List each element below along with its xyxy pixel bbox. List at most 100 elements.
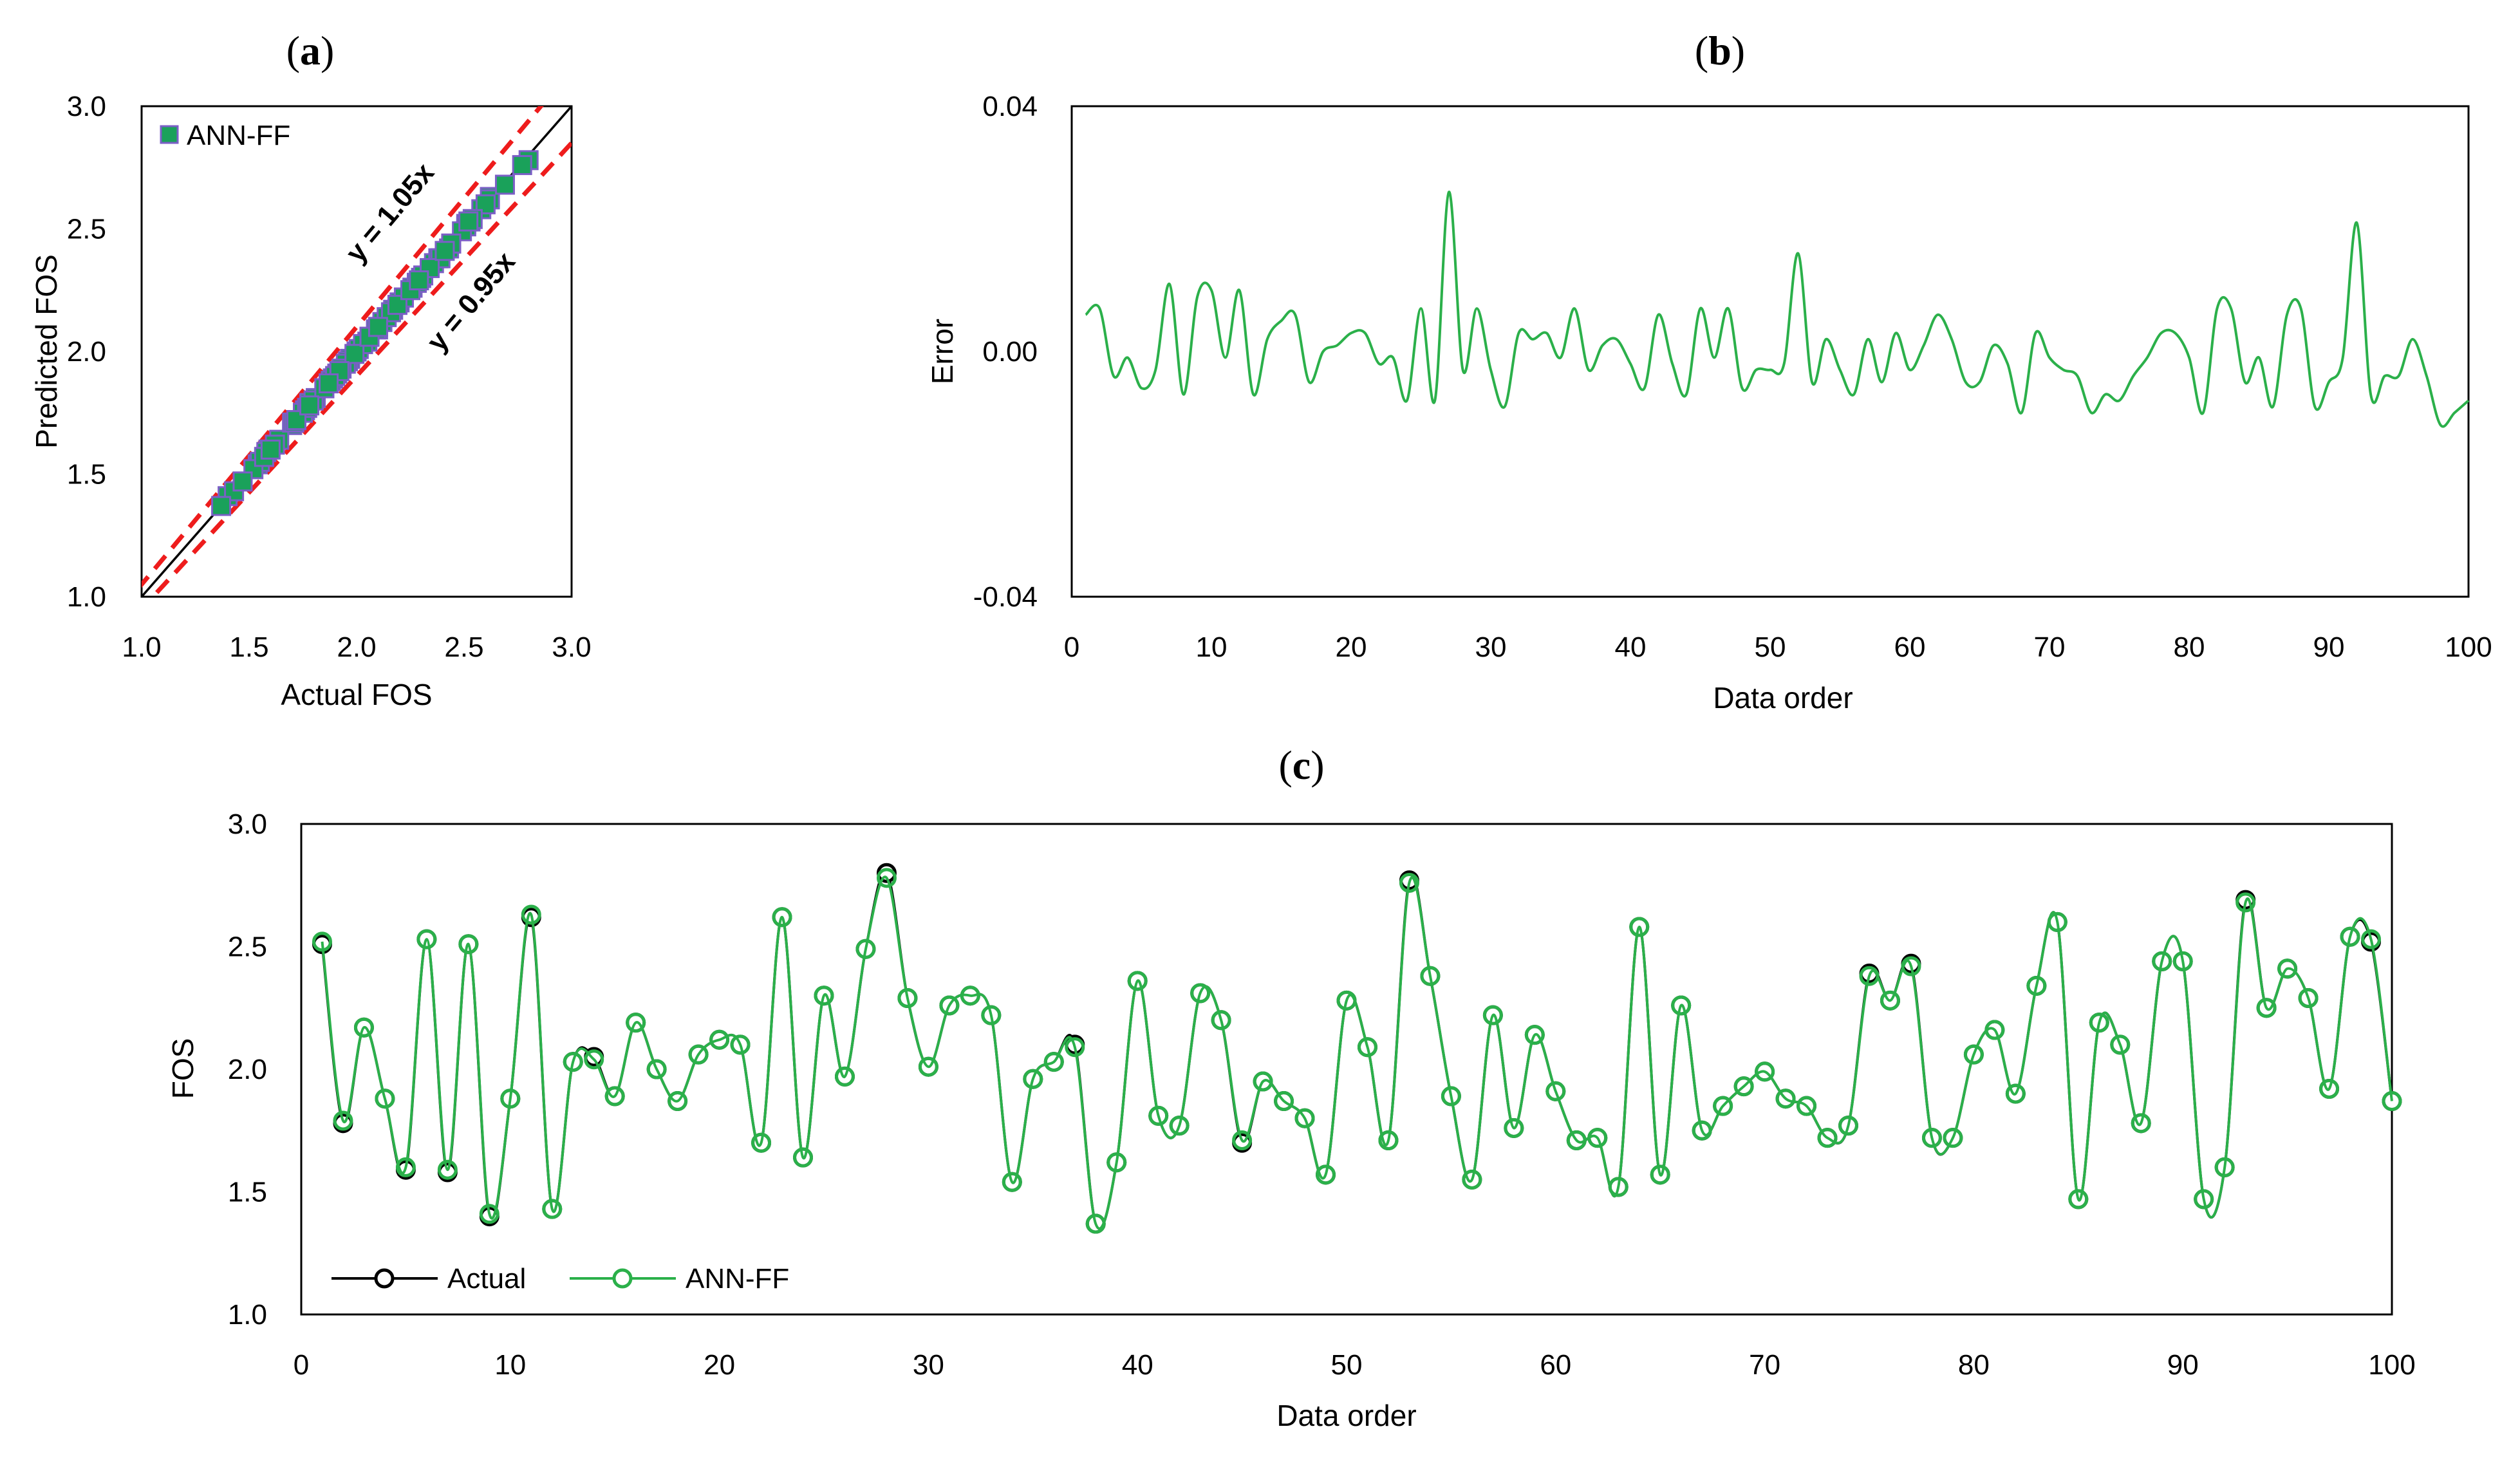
legend-ann-marker <box>612 1268 633 1289</box>
panel-c-x-tick-label: 100 <box>2368 1349 2415 1381</box>
scatter-point <box>344 344 365 364</box>
panel-b-x-tick-label: 30 <box>1475 631 1507 663</box>
panel-c-y-label: FOS <box>166 1038 200 1099</box>
ann-point <box>1629 917 1650 937</box>
ann-point <box>479 1204 499 1224</box>
panel-c-x-tick-label: 80 <box>1958 1349 1990 1381</box>
annotation-upper-bound: y = 1.05x <box>340 157 441 268</box>
ann-point <box>416 929 437 949</box>
ann-point <box>458 934 479 955</box>
ann-point <box>333 1110 353 1131</box>
panel-b-x-tick-label: 40 <box>1615 631 1647 663</box>
ann-point <box>2131 1113 2151 1134</box>
panel-b-y-ticks: -0.04 0.00 0.04 <box>973 91 1038 613</box>
ann-point <box>1817 1128 1838 1148</box>
scatter-point <box>319 373 339 394</box>
ann-point <box>1294 1108 1315 1128</box>
ann-point <box>1880 990 1900 1011</box>
ann-point <box>2214 1157 2235 1177</box>
ann-point <box>1002 1172 1022 1192</box>
ann-point <box>939 995 960 1016</box>
panel-b-y-tick-label: 0.04 <box>982 91 1038 122</box>
panel-c-letter: c <box>1293 742 1311 788</box>
panel-c-x-tick-label: 70 <box>1749 1349 1780 1381</box>
panel-b-x-tick-label: 100 <box>2445 631 2492 663</box>
ann-point <box>1127 971 1148 991</box>
panel-b-x-tick-label: 50 <box>1755 631 1786 663</box>
panel-a-x-tick-label: 3.0 <box>552 631 591 663</box>
panel-c-x-tick-label: 90 <box>2167 1349 2199 1381</box>
ann-point <box>1859 966 1880 986</box>
ann-point <box>2047 911 2067 932</box>
scatter-point <box>299 395 320 416</box>
panel-a-y-tick-label: 3.0 <box>67 91 106 122</box>
panel-c-x-tick-label: 60 <box>1540 1349 1571 1381</box>
ann-point <box>1545 1081 1566 1101</box>
panel-b-x-tick-label: 80 <box>2174 631 2205 663</box>
ann-point <box>897 988 918 1009</box>
panel-b-x-tick-label: 10 <box>1196 631 1227 663</box>
ann-point <box>2068 1189 2089 1210</box>
ann-point <box>1504 1117 1524 1138</box>
ann-point <box>1650 1164 1670 1185</box>
ann-point <box>1274 1091 1294 1112</box>
ann-point <box>1190 983 1211 1004</box>
scatter-point <box>512 154 532 175</box>
ann-point <box>312 931 332 952</box>
scatter-point <box>458 211 479 232</box>
ann-point <box>1085 1213 1106 1234</box>
ann-point <box>688 1044 709 1065</box>
legend-actual-marker <box>374 1268 395 1289</box>
panel-a-legend: ANN-FF <box>160 120 290 151</box>
scatter-point <box>409 270 429 291</box>
ann-point <box>395 1157 416 1177</box>
panel-c-y-tick-label: 1.5 <box>228 1177 267 1208</box>
panel-b-letter: b <box>1708 28 1731 73</box>
ann-point <box>2319 1078 2340 1099</box>
ann-point <box>1253 1071 1273 1092</box>
panel-b-x-ticks: 0 10 20 30 40 50 60 70 80 90 100 <box>1064 631 2492 663</box>
panel-b-x-tick-label: 90 <box>2313 631 2345 663</box>
ann-point <box>2340 926 2360 947</box>
panel-b-error: 0 10 20 30 40 50 60 70 80 90 100 -0.04 0.00 0.04 Dat… <box>926 91 2492 715</box>
ann-point <box>1065 1037 1085 1058</box>
ann-point <box>1169 1116 1190 1136</box>
ann-point <box>1399 872 1419 893</box>
panel-b-y-tick-label: -0.04 <box>973 581 1038 613</box>
panel-a-y-tick-label: 1.0 <box>67 581 106 613</box>
ann-point <box>375 1089 395 1109</box>
ann-point <box>1963 1044 1984 1065</box>
panel-a-points <box>211 150 539 516</box>
panel-a-y-label: Predicted FOS <box>30 254 63 449</box>
ann-point <box>1838 1116 1859 1136</box>
ann-point <box>2005 1083 2026 1104</box>
panel-b-plot-frame <box>1070 105 2470 598</box>
ann-point <box>1566 1130 1587 1150</box>
panel-c-x-tick-label: 20 <box>704 1349 735 1381</box>
scatter-point <box>387 295 407 315</box>
panel-c-legend: Actual ANN-FF <box>331 1263 789 1294</box>
panel-c-x-tick-label: 10 <box>494 1349 526 1381</box>
panel-a-y-ticks: 1.0 1.5 2.0 2.5 3.0 <box>67 91 106 613</box>
panel-c-y-tick-label: 1.0 <box>228 1299 267 1331</box>
panel-b-y-label: Error <box>926 319 959 384</box>
panel-c-x-tick-label: 0 <box>294 1349 309 1381</box>
ann-point <box>1587 1128 1608 1148</box>
panel-c-y-tick-label: 2.5 <box>228 931 267 963</box>
panel-c-y-ticks: 1.0 1.5 2.0 2.5 3.0 <box>228 808 267 1331</box>
scatter-point <box>368 317 388 337</box>
ann-point <box>1420 966 1441 986</box>
ann-point <box>2235 892 2256 913</box>
panel-a-scatter: 1.0 1.5 2.0 2.5 3.0 1.0 1.5 2.0 2.5 3.0 Actual F… <box>30 91 592 711</box>
ann-point <box>521 904 541 925</box>
panel-b-x-tick-label: 60 <box>1894 631 1926 663</box>
ann-point <box>1106 1152 1127 1173</box>
ann-point <box>584 1049 604 1070</box>
ann-point <box>1755 1061 1775 1082</box>
panel-c-actual-line <box>321 870 2393 1230</box>
ann-point <box>1316 1164 1336 1185</box>
ann-point <box>751 1132 772 1153</box>
panel-a-letter: a <box>300 28 321 73</box>
ann-point <box>1943 1128 1963 1148</box>
panel-a-title: (a) <box>286 28 335 73</box>
